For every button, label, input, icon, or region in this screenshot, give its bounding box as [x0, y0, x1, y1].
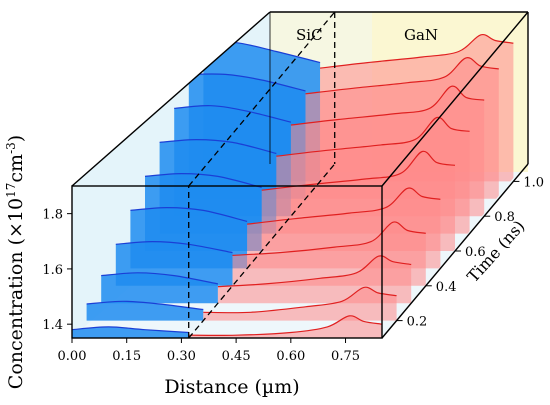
y-axis: 1.4 1.6 1.8 — [42, 208, 72, 333]
z-axis: 0.2 0.4 0.6 0.8 1.0 — [396, 175, 544, 330]
interface-line-top — [188, 11, 336, 187]
sic-line — [159, 138, 277, 155]
sic-line — [101, 272, 219, 285]
x-tick-label: 0.60 — [276, 349, 305, 364]
time-slices — [72, 33, 514, 338]
x-tick-label: 0.75 — [331, 349, 360, 364]
z-tick-label: 0.2 — [407, 315, 428, 330]
y-axis-title-main: Concentration (×10 — [5, 198, 27, 389]
z-tick-label: 0.4 — [436, 280, 457, 295]
y-axis-title-close: ) — [5, 135, 27, 142]
x-axis: 0.00 0.15 0.30 0.45 0.60 0.75 — [58, 338, 360, 364]
x-tick-label: 0.00 — [58, 349, 87, 364]
edge-top-right — [381, 11, 529, 187]
sic-line — [174, 105, 292, 123]
region-label-sic: SiC — [296, 26, 323, 44]
y-axis-title-exponent: 17 — [4, 183, 18, 198]
gan-line — [261, 150, 456, 191]
sic-line — [72, 326, 189, 334]
front-face-frame — [71, 185, 383, 339]
y-axis-title: Concentration (×1017cm-3) — [4, 135, 27, 389]
sic-line — [188, 73, 306, 92]
x-tick-label: 0.15 — [112, 349, 141, 364]
gan-line — [305, 57, 499, 95]
z-tick-label: 1.0 — [523, 175, 544, 190]
x-axis-title: Distance (µm) — [164, 376, 299, 398]
y-tick-label: 1.6 — [42, 263, 63, 278]
interface-line-floor — [188, 163, 336, 339]
gan-line — [320, 33, 514, 69]
sic-line — [130, 206, 248, 222]
y-axis-title-unit: cm — [5, 154, 27, 183]
time-slice — [86, 286, 397, 321]
gan-line — [188, 315, 383, 337]
edge-top-left — [71, 11, 271, 187]
y-tick-label: 1.4 — [42, 318, 63, 333]
sic-line — [115, 240, 233, 254]
gan-line — [203, 286, 397, 314]
region-label-gan: GaN — [404, 26, 438, 44]
gan-line — [247, 187, 441, 225]
z-tick-label: 0.6 — [465, 245, 486, 260]
gan-area — [188, 315, 382, 338]
gan-line — [217, 255, 412, 288]
gan-line — [232, 221, 426, 256]
sic-area — [72, 326, 189, 338]
gan-line — [290, 85, 485, 126]
z-tick-label: 0.8 — [494, 210, 515, 225]
x-tick-label: 0.45 — [222, 349, 251, 364]
y-axis-title-unit-exponent: -3 — [4, 142, 18, 154]
time-slice — [72, 315, 383, 338]
x-tick-label: 0.30 — [167, 349, 196, 364]
gan-line — [276, 116, 470, 157]
sic-line — [86, 300, 204, 311]
y-tick-label: 1.8 — [42, 208, 63, 223]
